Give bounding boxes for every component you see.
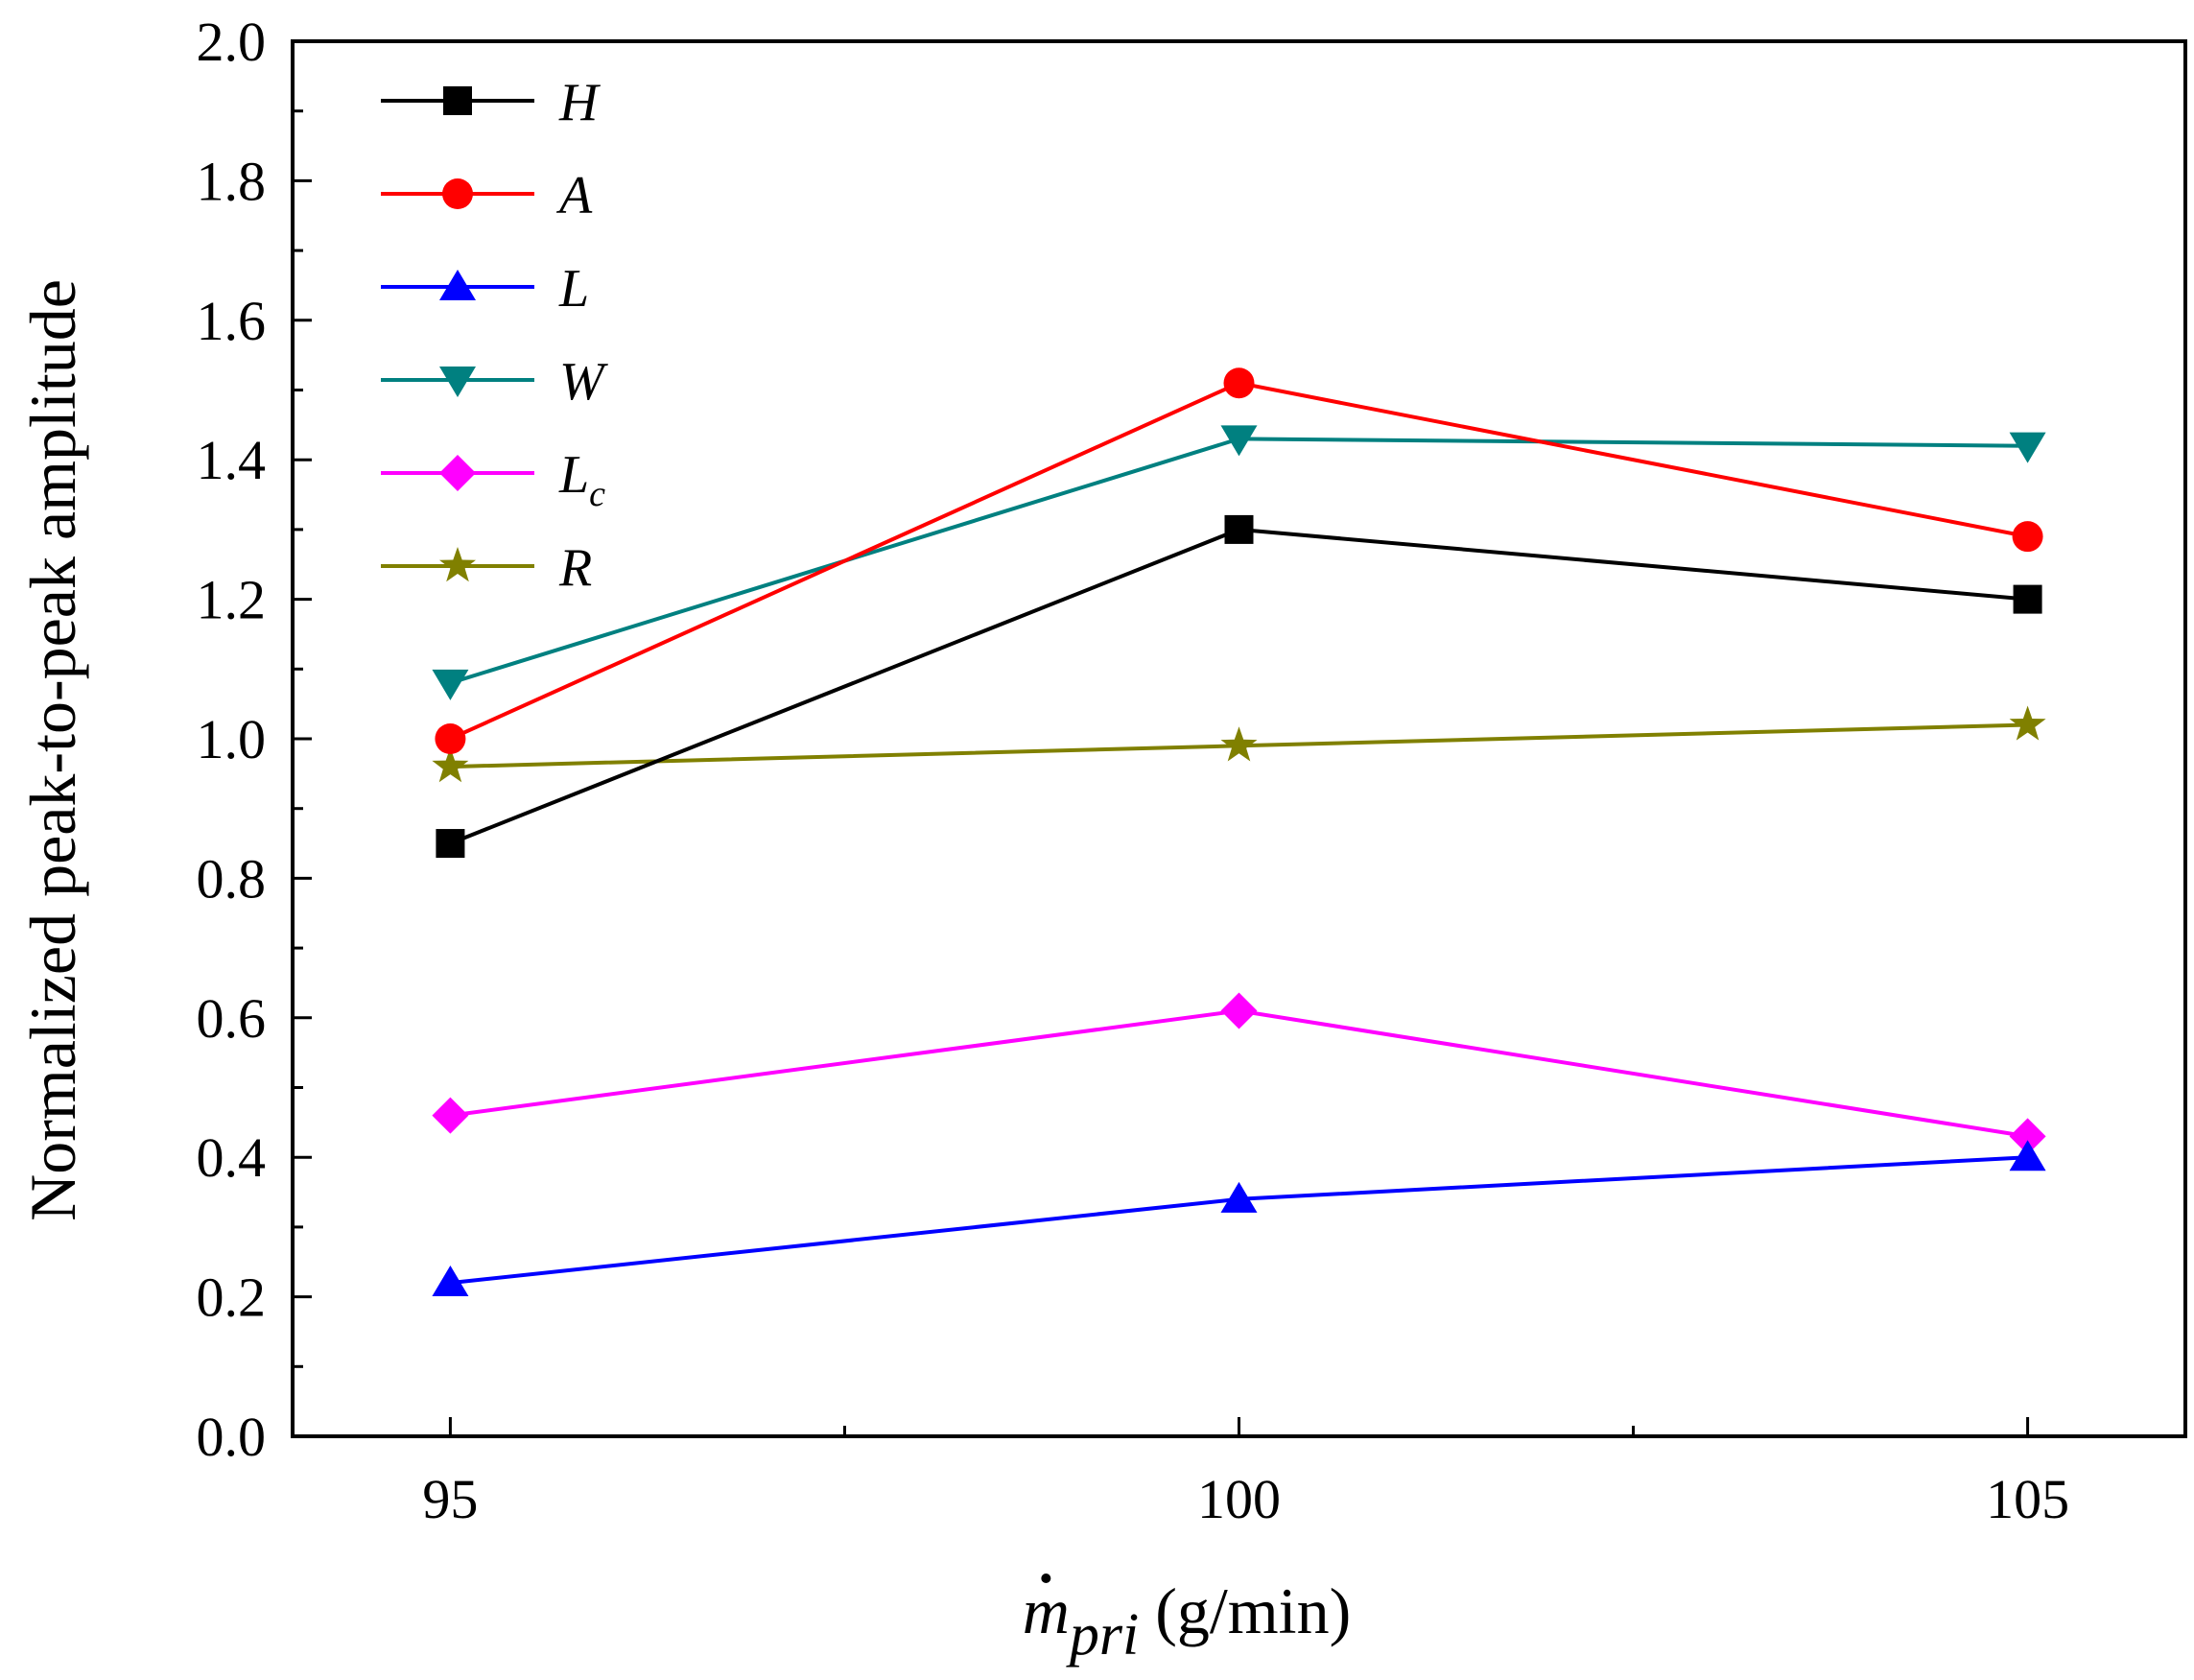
- legend-marker: [443, 86, 472, 115]
- legend-label: W: [559, 352, 608, 412]
- x-tick-label: 100: [1197, 1468, 1281, 1530]
- data-point-marker: [1220, 992, 1258, 1029]
- legend-item-r: R: [381, 538, 592, 598]
- y-tick-label: 1.6: [197, 290, 267, 352]
- y-tick-label: 1.4: [197, 429, 267, 491]
- series-lc: [432, 992, 2046, 1155]
- legend-label-subscript: c: [589, 474, 605, 514]
- legend-label: Lc: [558, 445, 605, 514]
- y-tick-label: 0.6: [197, 987, 267, 1050]
- legend-item-a: A: [381, 166, 593, 225]
- legend-label: L: [558, 259, 589, 319]
- legend-marker: [439, 367, 476, 397]
- data-point-marker: [2009, 1140, 2046, 1171]
- series-a: [435, 367, 2043, 754]
- series-line: [450, 1155, 2028, 1286]
- data-point-marker: [2009, 705, 2046, 741]
- y-tick-label: 0.8: [197, 847, 267, 910]
- data-point-marker: [1220, 1181, 1258, 1213]
- y-tick-label: 0.2: [197, 1266, 267, 1329]
- data-point-marker: [1223, 367, 1255, 399]
- data-point-marker: [2012, 521, 2043, 553]
- axis-tick-labels: 0.0 0.2 0.4 0.6 0.8 1.0 1.2 1.4 1.6 1.8 2.0 95 100 10…: [197, 11, 2070, 1530]
- x-axis-variable: m: [1023, 1574, 1070, 1647]
- x-axis-variable-subscript: pri: [1066, 1602, 1139, 1668]
- legend-item-h: H: [381, 73, 601, 132]
- y-tick-label: 1.8: [197, 150, 267, 212]
- x-tick-label: 105: [1986, 1468, 2069, 1530]
- y-tick-label: 1.2: [197, 569, 267, 631]
- series-line: [449, 437, 2028, 685]
- axis-ticks: [293, 39, 2030, 1438]
- data-point-marker: [2013, 584, 2042, 614]
- legend-item-lc: Lc: [381, 445, 605, 514]
- legend-label: R: [558, 538, 592, 598]
- series-l: [432, 1140, 2046, 1297]
- data-point-marker: [432, 1097, 469, 1134]
- data-point-marker: [1220, 425, 1258, 457]
- data-point-marker: [2009, 432, 2046, 463]
- legend-marker: [442, 178, 473, 209]
- x-axis-title: mpri (g/min): [1023, 1574, 1351, 1668]
- series-line: [449, 527, 2028, 845]
- legend-item-w: W: [381, 352, 608, 412]
- x-axis-unit: (g/min): [1139, 1574, 1351, 1647]
- series-w: [432, 425, 2046, 700]
- series-h: [436, 514, 2042, 859]
- data-point-marker: [1224, 514, 1254, 544]
- data-point-marker: [1220, 726, 1258, 762]
- legend-item-l: L: [381, 259, 589, 319]
- data-point-marker: [432, 669, 469, 700]
- data-point-marker: [435, 723, 466, 754]
- data-point-marker: [432, 1266, 469, 1297]
- data-point-marker: [436, 829, 465, 859]
- legend-marker: [439, 547, 476, 582]
- x-axis-dot-accent: [1041, 1574, 1051, 1583]
- data-point-marker: [432, 747, 469, 783]
- legend-marker: [439, 270, 476, 300]
- y-tick-label: 0.0: [197, 1406, 267, 1468]
- legend-label: H: [558, 73, 601, 132]
- y-tick-label: 1.0: [197, 708, 267, 770]
- y-axis-title: Normalized peak-to-peak amplitude: [16, 279, 89, 1221]
- legend-marker: [439, 455, 476, 491]
- y-tick-label: 2.0: [197, 11, 267, 73]
- data-point-marker: [2009, 1118, 2046, 1155]
- series-r: [432, 705, 2046, 783]
- data-series: [432, 367, 2046, 1297]
- series-line: [450, 1008, 2028, 1139]
- y-tick-label: 0.4: [197, 1126, 267, 1189]
- legend-label: A: [555, 166, 593, 225]
- x-tick-label: 95: [422, 1468, 478, 1530]
